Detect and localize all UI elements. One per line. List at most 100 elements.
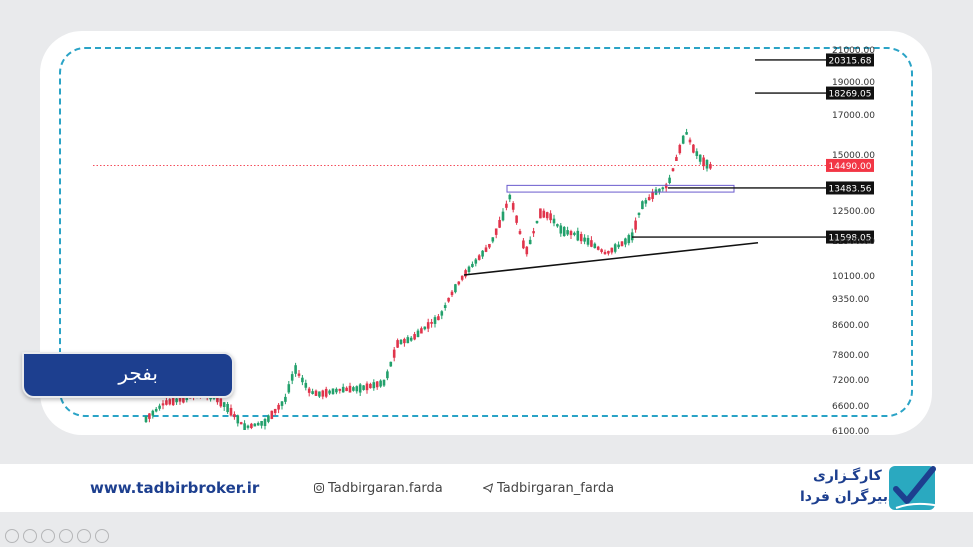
candle-body (467, 266, 471, 273)
candle-body (263, 419, 267, 426)
candle-body (620, 241, 624, 247)
y-tick-label: 10100.00 (832, 272, 875, 282)
candle-body (566, 230, 569, 235)
y-tick-label: 19000.00 (832, 78, 875, 88)
zoom-icon[interactable] (77, 529, 91, 543)
candle-body (151, 410, 155, 416)
candle-body (460, 275, 464, 280)
candle-body (627, 235, 631, 244)
candle-body (501, 211, 505, 221)
y-tick-label: 7200.00 (832, 376, 869, 386)
y-tick-label: 15000.00 (832, 151, 875, 161)
more-icon[interactable] (95, 529, 109, 543)
website-link[interactable]: www.tadbirbroker.ir (90, 479, 260, 497)
candle-body (692, 144, 695, 153)
candle-body (488, 243, 491, 248)
candle-body (528, 239, 532, 245)
candle-body (471, 263, 474, 267)
candle-body (634, 220, 637, 230)
candle-body (539, 208, 542, 219)
candle-body (362, 385, 365, 390)
candle-body (270, 410, 274, 419)
candle-body (698, 154, 702, 162)
candle-body (256, 422, 260, 426)
candle-body (494, 228, 498, 235)
y-tick-label: 7800.00 (832, 351, 869, 361)
candle-body (168, 399, 172, 405)
candle-body (284, 396, 287, 402)
telegram-handle[interactable]: Tadbirgaran_farda (483, 481, 614, 496)
candle-body (678, 144, 682, 154)
candle-body (583, 237, 586, 242)
candle-body (709, 164, 712, 169)
candle-body (253, 423, 257, 427)
candle-body (556, 224, 559, 227)
viewer-controls[interactable] (5, 528, 113, 547)
candle-body (423, 326, 427, 330)
pen-icon[interactable] (41, 529, 55, 543)
candle-body (392, 349, 396, 358)
candle-body (338, 388, 342, 391)
candle-body (165, 400, 168, 405)
candle-body (233, 414, 236, 418)
y-tick-label: 6100.00 (832, 427, 869, 437)
candle-body (287, 384, 291, 393)
candle-body (409, 337, 413, 341)
candle-body (661, 187, 665, 190)
next-icon[interactable] (23, 529, 37, 543)
candle-body (239, 422, 243, 425)
candle-body (474, 259, 478, 264)
candle-body (226, 403, 229, 413)
candle-body (307, 388, 311, 393)
y-tick-label: 17000.00 (832, 111, 875, 121)
candle-body (562, 226, 566, 237)
candle-body (596, 246, 600, 250)
candle-body (290, 374, 294, 381)
candle-body (348, 385, 352, 393)
candle-body (644, 200, 648, 204)
candle-body (267, 415, 270, 422)
y-tick-label: 6600.00 (832, 402, 869, 412)
y-tick-label: 12500.00 (832, 207, 875, 217)
prev-icon[interactable] (5, 529, 19, 543)
level-label-bg (826, 181, 874, 195)
candle-body (246, 425, 250, 428)
candle-body (457, 281, 461, 285)
candle-body (569, 231, 573, 236)
candle-body (216, 397, 219, 403)
candle-body (576, 230, 580, 241)
candle-body (260, 420, 263, 426)
level-label: 20315.68 (829, 56, 872, 66)
y-tick-label: 9350.00 (832, 295, 869, 305)
candle-body (352, 387, 355, 391)
candle-body (447, 297, 450, 302)
candle-body (433, 317, 437, 324)
level-label: 13483.56 (829, 184, 872, 194)
candle-body (372, 382, 376, 389)
candle-body (386, 371, 389, 379)
candle-body (355, 386, 359, 392)
instagram-handle[interactable]: Tadbirgaran.farda (314, 481, 443, 496)
candle-body (681, 135, 685, 144)
candle-body (549, 213, 552, 221)
candle-body (219, 398, 223, 407)
candle-body (705, 159, 709, 169)
candle-body (304, 382, 308, 388)
telegram-text: Tadbirgaran_farda (497, 481, 615, 496)
symbol-tag-arrow (222, 356, 232, 394)
candle-body (389, 361, 393, 367)
candle-body (324, 388, 328, 397)
y-tick-label: 11500.00 (832, 237, 875, 247)
candle-body (651, 191, 654, 199)
candle-body (542, 210, 546, 218)
candle-body (365, 383, 369, 391)
y-tick-label: 8600.00 (832, 321, 869, 331)
candle-body (178, 397, 182, 402)
candle-body (144, 416, 148, 423)
candle-body (413, 334, 416, 340)
candle-body (535, 220, 539, 224)
candle-body (641, 201, 644, 210)
resistance-zone (506, 184, 735, 193)
candle-body (647, 197, 651, 201)
copy-icon[interactable] (59, 529, 73, 543)
